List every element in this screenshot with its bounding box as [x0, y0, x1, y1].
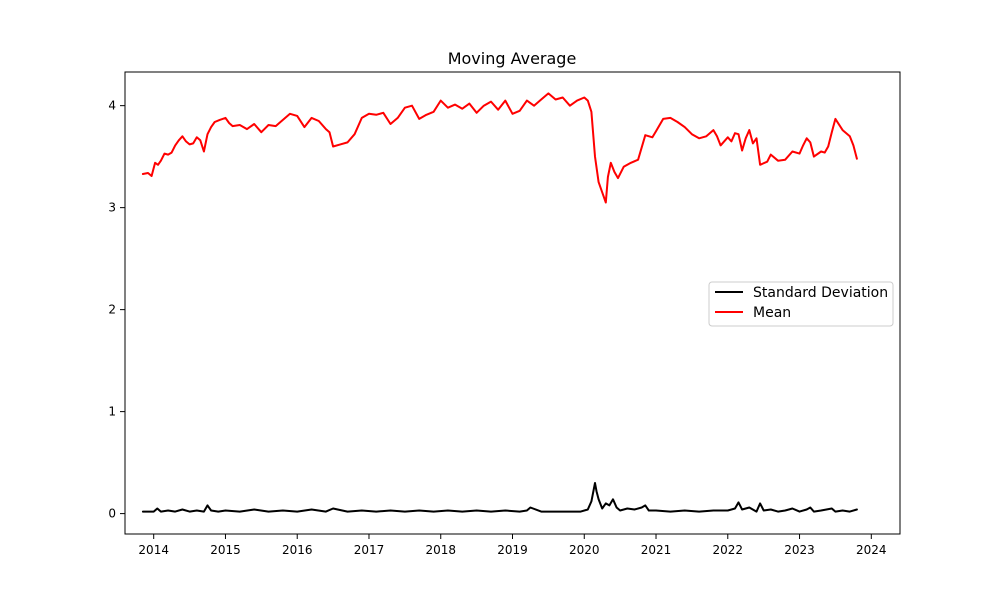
x-tick-label: 2015	[210, 543, 241, 557]
y-tick-label: 2	[108, 303, 116, 317]
x-tick-label: 2024	[856, 543, 887, 557]
y-tick-label: 3	[108, 201, 116, 215]
y-tick-label: 0	[108, 507, 116, 521]
y-axis: 0 1 2 3 4	[108, 99, 125, 521]
x-tick-label: 2017	[354, 543, 385, 557]
series-line-mean	[141, 92, 858, 204]
x-tick-label: 2019	[497, 543, 528, 557]
x-tick-label: 2020	[569, 543, 600, 557]
x-tick-label: 2023	[784, 543, 815, 557]
series-layer	[141, 92, 858, 513]
x-tick-label: 2016	[282, 543, 313, 557]
legend-label-mean: Mean	[753, 305, 791, 321]
x-tick-label: 2014	[138, 543, 169, 557]
series-line-standard-deviation	[141, 482, 858, 513]
legend: Standard Deviation Mean	[708, 281, 894, 327]
y-tick-label: 1	[108, 405, 116, 419]
x-tick-label: 2018	[425, 543, 456, 557]
x-axis: 2014 2015 2016 2017 2018 2019 2020 2021 2022 2023…	[138, 534, 887, 557]
y-tick-label: 4	[108, 99, 116, 113]
legend-box	[708, 281, 894, 327]
x-tick-label: 2022	[713, 543, 744, 557]
x-tick-label: 2021	[641, 543, 672, 557]
chart-title: Moving Average	[448, 49, 577, 68]
legend-label-standard-deviation: Standard Deviation	[753, 285, 888, 301]
